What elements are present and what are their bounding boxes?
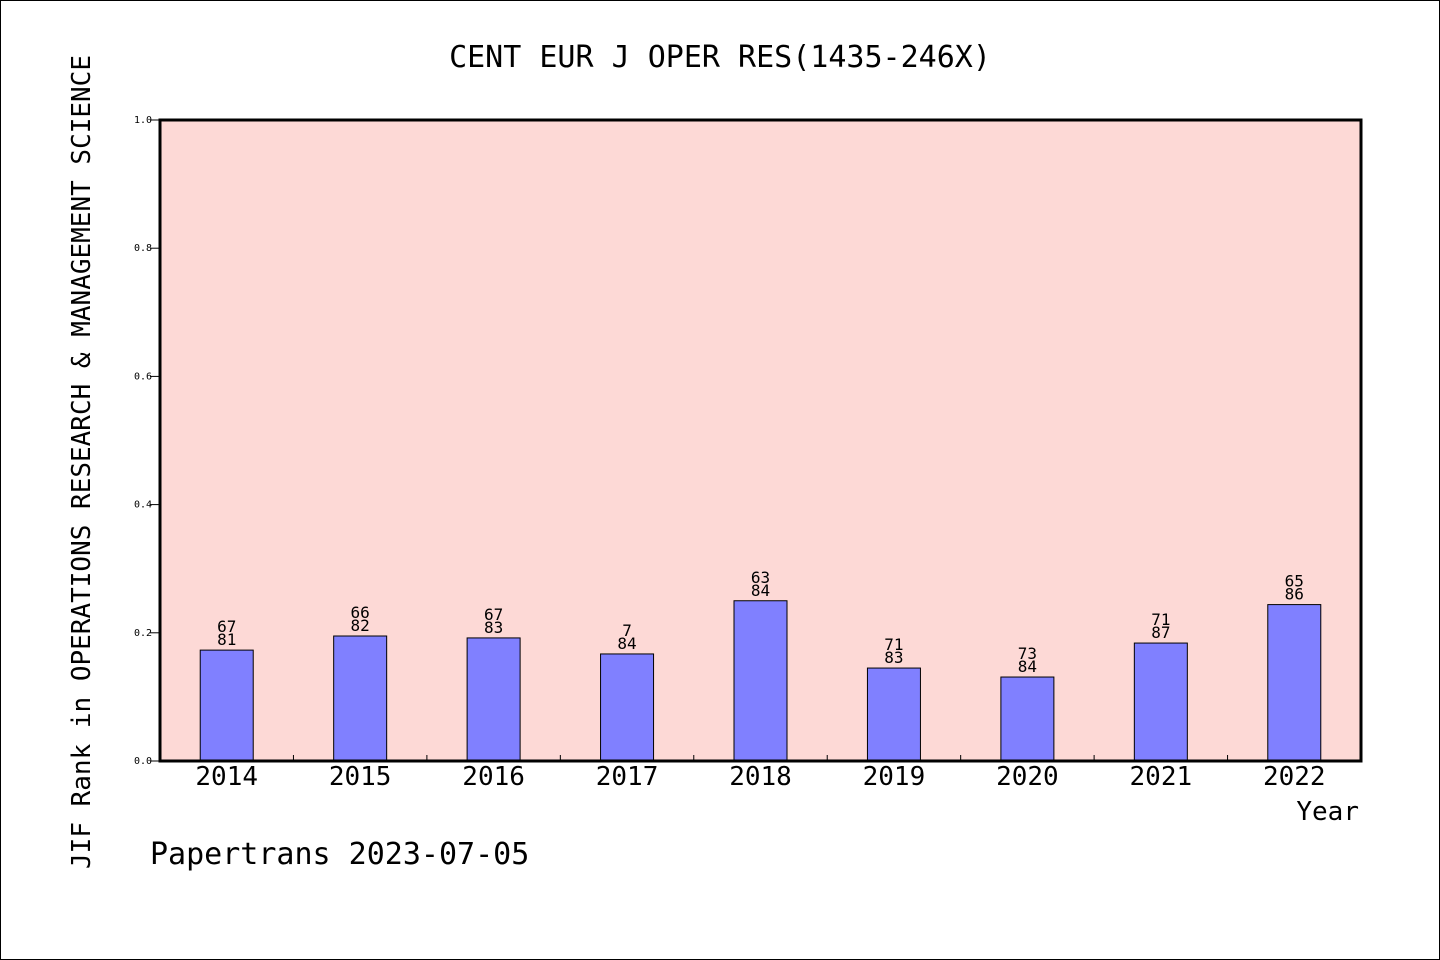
bar-rank-label: 73 bbox=[1018, 644, 1037, 663]
bar-total-label: 82 bbox=[351, 616, 370, 635]
x-tick-label: 2015 bbox=[329, 762, 392, 792]
bar-2019 bbox=[866, 667, 921, 762]
x-tick-label: 2019 bbox=[863, 762, 926, 792]
plot-border bbox=[158, 118, 1363, 763]
x-axis-label: Year bbox=[1296, 797, 1359, 827]
y-tick-label: 0.6 bbox=[134, 371, 152, 382]
bar-rank-label: 71 bbox=[884, 635, 903, 654]
bar-2015 bbox=[333, 635, 388, 762]
bar-rank-label: 71 bbox=[1151, 610, 1170, 629]
bar-rank-label: 63 bbox=[751, 568, 770, 587]
bar-rank-label: 65 bbox=[1285, 572, 1304, 591]
x-tick-label: 2016 bbox=[462, 762, 525, 792]
x-tick-label: 2022 bbox=[1263, 762, 1326, 792]
x-axis-ticks: 2014 2015 2016 2017 2018 2019 2020 2021 2022 bbox=[195, 755, 1326, 792]
x-tick-label: 2017 bbox=[596, 762, 659, 792]
bar-total-label: 84 bbox=[1018, 657, 1037, 676]
bar-2016 bbox=[466, 637, 521, 762]
bar-total-label: 83 bbox=[484, 618, 503, 637]
bar-total-label: 84 bbox=[751, 581, 770, 600]
y-tick-label: 1.0 bbox=[134, 115, 152, 126]
y-tick-label: 0.0 bbox=[134, 756, 152, 767]
bar-2018 bbox=[733, 600, 788, 762]
bar-total-label: 83 bbox=[884, 648, 903, 667]
x-tick-label: 2020 bbox=[996, 762, 1059, 792]
chart-title: CENT EUR J OPER RES(1435-246X) bbox=[449, 40, 991, 75]
credit-text: Papertrans 2023-07-05 bbox=[150, 837, 529, 872]
bar-total-label: 84 bbox=[617, 634, 636, 653]
y-tick-label: 0.2 bbox=[134, 628, 152, 639]
bar-rank-label: 7 bbox=[622, 621, 632, 640]
bar-rank-label: 67 bbox=[484, 605, 503, 624]
bar-series bbox=[199, 600, 1322, 762]
x-tick-label: 2014 bbox=[195, 762, 258, 792]
x-tick-label: 2021 bbox=[1130, 762, 1193, 792]
y-tick-label: 0.4 bbox=[134, 500, 152, 511]
bar-rank-label: 66 bbox=[351, 603, 370, 622]
bar-2014 bbox=[199, 649, 254, 762]
y-tick-label: 0.8 bbox=[134, 243, 152, 254]
bar-2020 bbox=[1000, 676, 1055, 762]
y-axis-label: JIF Rank in OPERATIONS RESEARCH & MANAGE… bbox=[67, 55, 97, 869]
bar-total-label: 86 bbox=[1285, 585, 1304, 604]
x-tick-label: 2018 bbox=[729, 762, 792, 792]
bar-total-label: 87 bbox=[1151, 623, 1170, 642]
y-axis-ticks: 0.0 0.2 0.4 0.6 0.8 1.0 bbox=[134, 115, 160, 767]
bar-2021 bbox=[1133, 642, 1188, 762]
bar-2022 bbox=[1267, 604, 1322, 762]
bar-total-label: 81 bbox=[217, 630, 236, 649]
bar-rank-label: 67 bbox=[217, 617, 236, 636]
bar-2017 bbox=[600, 653, 655, 762]
